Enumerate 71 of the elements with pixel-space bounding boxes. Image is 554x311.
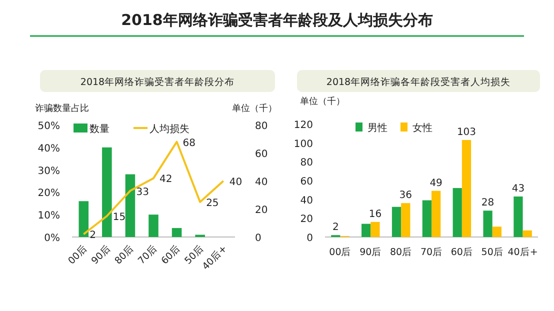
x-tick-label: 90后 — [88, 242, 114, 267]
y-tick-label: 30% — [38, 166, 60, 177]
x-tick-label: 60后 — [450, 246, 473, 258]
data-label: 68 — [182, 138, 196, 149]
y-tick-label: 0% — [44, 233, 60, 244]
data-label: 33 — [136, 186, 149, 198]
y-tick-label: 40 — [300, 195, 313, 206]
bar — [514, 196, 523, 237]
bar — [452, 188, 462, 237]
chart-title: 2018年网络诈骗受害者年龄段分布 — [80, 76, 235, 88]
bar — [422, 200, 432, 237]
x-tick-label: 60后 — [158, 242, 183, 267]
chart-title: 2018年网络诈骗各年龄段受害者人均损失 — [326, 76, 511, 88]
data-label: 103 — [456, 127, 476, 138]
legend-label: 女性 — [412, 122, 432, 134]
data-label: 28 — [481, 198, 494, 209]
y-axis-title: 单位（千） — [300, 96, 345, 107]
data-label: 43 — [512, 184, 525, 195]
legend-label: 男性 — [368, 122, 388, 134]
x-tick-label: 80后 — [112, 242, 136, 267]
bar — [125, 174, 136, 237]
legend-label: 人均损失 — [150, 123, 190, 135]
data-label: 15 — [112, 212, 126, 223]
bar — [148, 214, 158, 237]
x-tick-label: 40后+ — [508, 246, 538, 258]
text: 2018年网络诈骗受害者年龄段及人均损失分布 — [121, 11, 433, 29]
y2-tick-label: 60 — [255, 149, 268, 160]
data-label: 2 — [332, 222, 339, 234]
data-label: 16 — [368, 208, 382, 220]
y-tick-label: 60 — [300, 176, 313, 188]
bar — [370, 222, 380, 237]
y-tick-label: 20 — [300, 214, 313, 226]
data-label: 42 — [160, 174, 172, 186]
y-tick-label: 20% — [38, 188, 60, 200]
legend-label: 数量 — [90, 124, 110, 135]
bar — [172, 228, 182, 237]
x-tick-label: 00后 — [66, 242, 90, 267]
data-label: 2 — [90, 230, 96, 242]
y-tick-label: 40% — [38, 143, 60, 154]
bar — [102, 147, 112, 237]
x-tick-label: 80后 — [390, 246, 412, 258]
y-tick-label: 100 — [294, 138, 313, 150]
bar — [432, 190, 441, 237]
data-label: 49 — [430, 178, 442, 189]
y2-tick-label: 40 — [255, 177, 268, 188]
y2-tick-label: 20 — [255, 205, 268, 216]
bar — [392, 206, 402, 237]
y-tick-label: 10% — [38, 210, 60, 222]
data-label: 25 — [206, 198, 219, 209]
bar — [78, 201, 89, 237]
y-tick-label: 50% — [38, 121, 60, 132]
y2-tick-label: 80 — [255, 121, 268, 132]
bar — [483, 210, 492, 237]
y2-tick-label: 0 — [255, 233, 262, 244]
y-axis-title: 诈骗数量占比 — [35, 103, 89, 114]
x-tick-label: 70后 — [420, 246, 443, 258]
x-tick-label: 70后 — [136, 242, 160, 267]
x-tick-label: 50后 — [481, 246, 504, 258]
x-tick-label: 90后 — [360, 246, 382, 258]
y2-axis-title: 单位（千） — [232, 103, 277, 114]
data-label: 36 — [399, 190, 412, 202]
bar — [522, 230, 532, 237]
data-label: 40 — [229, 177, 242, 188]
bar — [401, 203, 410, 237]
bar — [362, 224, 371, 237]
x-tick-label: 00后 — [329, 246, 352, 258]
bar — [462, 140, 472, 237]
y-tick-label: 0 — [306, 233, 313, 244]
y-tick-label: 80 — [300, 158, 313, 169]
y-tick-label: 120 — [294, 120, 313, 131]
bar — [492, 226, 502, 237]
